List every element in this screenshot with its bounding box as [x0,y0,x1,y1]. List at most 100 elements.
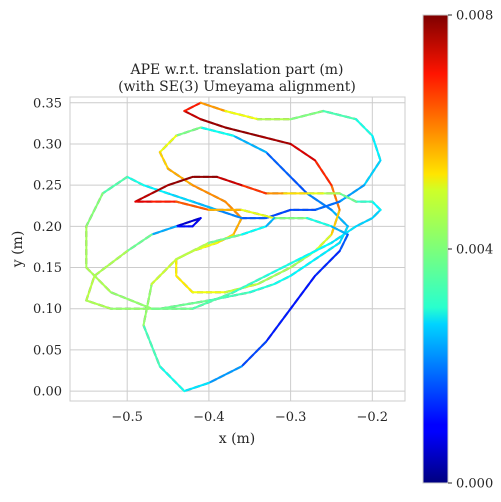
trajectory-segment [240,340,268,368]
x-tick-label: −0.4 [193,410,225,425]
trajectory-segment [273,274,292,286]
trajectory-segment [289,258,317,277]
y-tick-label: 0.15 [33,261,62,276]
trajectory-segment [175,217,202,228]
trajectory-segment [85,299,112,310]
trajectory-segment [289,110,325,121]
plot-area [69,96,406,402]
trajectory-segment [314,159,333,187]
trajectory-segment [338,184,366,203]
trajectory-segment [175,274,194,294]
trajectory-segment [330,184,341,211]
trajectory-segment [158,151,170,170]
trajectory-segment [101,175,129,195]
trajectory-segment [142,283,153,327]
trajectory-segment [371,208,382,220]
y-axis-label: y (m) [10,231,26,269]
trajectory-segment [289,175,308,195]
y-tick-label: 0.30 [33,137,62,152]
trajectory-segment [338,233,349,253]
trajectory-segment [338,192,357,203]
trajectory-segment [134,192,153,203]
trajectory-segment [126,175,145,187]
trajectory-segment [314,200,341,211]
trajectory-segment [314,250,341,277]
trajectory-segment [322,110,357,121]
trajectory-segment [248,283,276,294]
trajectory-segment [265,307,292,343]
trajectory-segment [85,192,104,228]
colorbar-tick-label: 0.004 [456,243,493,258]
y-tick-label: 0.10 [33,302,62,317]
trajectory-segment [167,167,194,187]
trajectory-segment [371,200,382,211]
trajectory-segment [232,274,268,294]
trajectory-segment [175,126,202,137]
trajectory-segment [142,324,161,368]
trajectory-segment [142,184,170,195]
trajectory-segment [167,175,194,187]
y-tick-label: 0.05 [33,343,62,358]
colorbar-tick-label: 0.000 [456,477,493,492]
colorbar-tick-label: 0.008 [456,9,493,24]
trajectory-segment [297,241,333,261]
trajectory-segment [207,233,243,244]
trajectory-segment [330,208,341,236]
trajectory-segment [371,134,382,162]
trajectory-segment [289,274,317,310]
trajectory-segment [354,217,374,228]
x-tick-labels: −0.5 −0.4 −0.3 −0.2 [111,410,388,425]
trajectory-segment [330,208,349,228]
trajectory-segment [314,233,333,253]
x-tick-label: −0.5 [111,410,143,425]
trajectory-segment [305,217,333,228]
y-tick-label: 0.35 [33,96,62,111]
trajectory-segment [363,159,382,187]
trajectory-segment [224,110,259,121]
trajectory-segment [167,192,194,203]
trajectory-segment [158,134,178,154]
trajectory-segment [150,225,178,236]
trajectory-segment [354,118,374,137]
trajectory-segment [150,184,170,195]
trajectory-segment [216,208,243,220]
trajectory-segment [240,184,268,195]
trajectory-segment [183,381,210,393]
y-tick-label: 0.25 [33,179,62,194]
y-tick-labels: 0.00 0.05 0.10 0.15 0.20 0.25 0.30 0.35 [33,96,62,399]
y-tick-label: 0.00 [33,385,62,400]
trajectory-segment [191,217,202,228]
trajectory-segment [330,225,357,244]
trajectory-segment [150,258,178,286]
chart-subtitle: (with SE(3) Umeyama alignment) [118,79,356,95]
trajectory-segment [191,184,227,203]
trajectory-segment [256,266,292,286]
x-axis-label: x (m) [219,431,256,447]
trajectory-segment [126,233,153,253]
trajectory-segment [240,225,268,236]
trajectory-segment [175,200,210,211]
trajectory-segment [305,192,333,211]
trajectory-segment [265,258,300,277]
trajectory-segment [314,241,341,261]
trajectory-segment [158,365,186,393]
trajectory-segment [175,241,210,261]
trajectory-segment [191,200,219,211]
trajectory-segment [183,101,202,113]
trajectory-segment [330,225,349,236]
x-tick-label: −0.2 [357,410,389,425]
trajectory-segment [240,208,276,220]
trajectory-segment [216,175,243,187]
trajectory-segment [199,101,227,113]
trajectory-segment [109,291,153,310]
trajectory-segment [207,365,243,384]
colorbar-ticks: 0.000 0.004 0.008 [448,9,493,492]
trajectory-segment [232,217,243,236]
trajectory-series [85,101,382,393]
trajectory-segment [183,110,202,121]
trajectory-segment [85,266,112,294]
colorbar [422,14,449,484]
trajectory-segment [265,217,276,228]
trajectory-segment [191,291,235,310]
